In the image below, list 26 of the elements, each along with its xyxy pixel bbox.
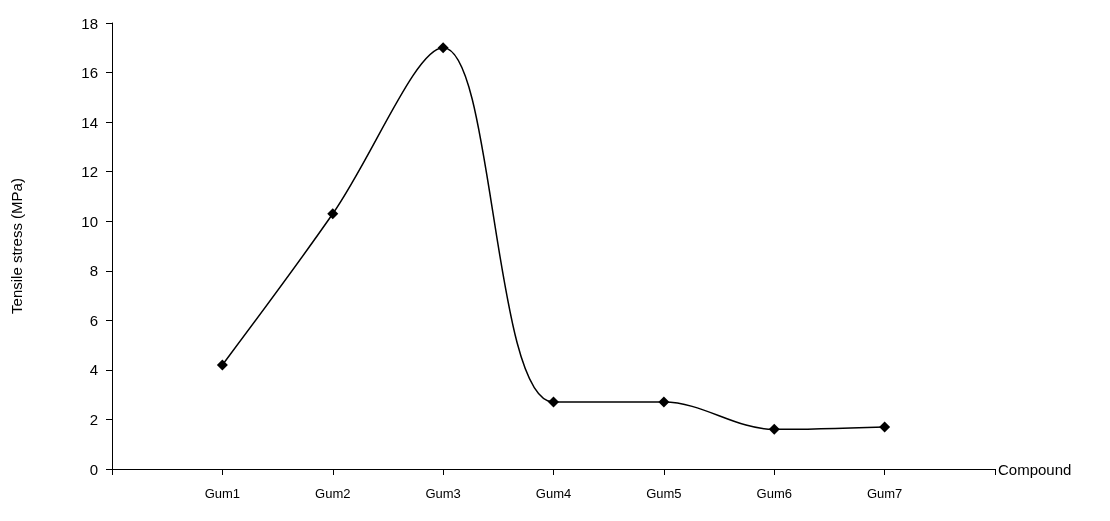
x-tick-label: Gum6 [756,486,792,501]
x-tick-label: Gum4 [535,486,572,501]
y-tick-label: 12 [81,163,98,181]
y-tick-label: 10 [81,212,98,230]
point [548,396,559,408]
x-tick-label: Gum1 [204,486,241,501]
y-axis-title: Tensile stress (MPa) [8,178,25,314]
y-tick-label: 14 [81,113,98,131]
point [437,42,449,54]
x-tick-label: Gum3 [425,486,461,501]
point [768,423,780,435]
point [327,208,339,220]
point [879,421,891,433]
y-tick-label: 2 [89,410,98,428]
x-tick-label: Gum5 [646,486,682,501]
y-tick-label: 16 [81,64,98,82]
y-tick-label: 4 [89,361,98,379]
y-tick-label: 8 [89,262,98,280]
x-tick-label: Gum2 [315,486,351,501]
y-tick-label: 18 [81,14,98,32]
point [216,359,228,371]
x-tick-label: Gum7 [866,486,903,501]
point [658,396,670,408]
y-tick-label: 0 [89,460,98,478]
y-tick-label: 6 [89,311,98,329]
x-axis-title: Compound [998,460,1072,478]
